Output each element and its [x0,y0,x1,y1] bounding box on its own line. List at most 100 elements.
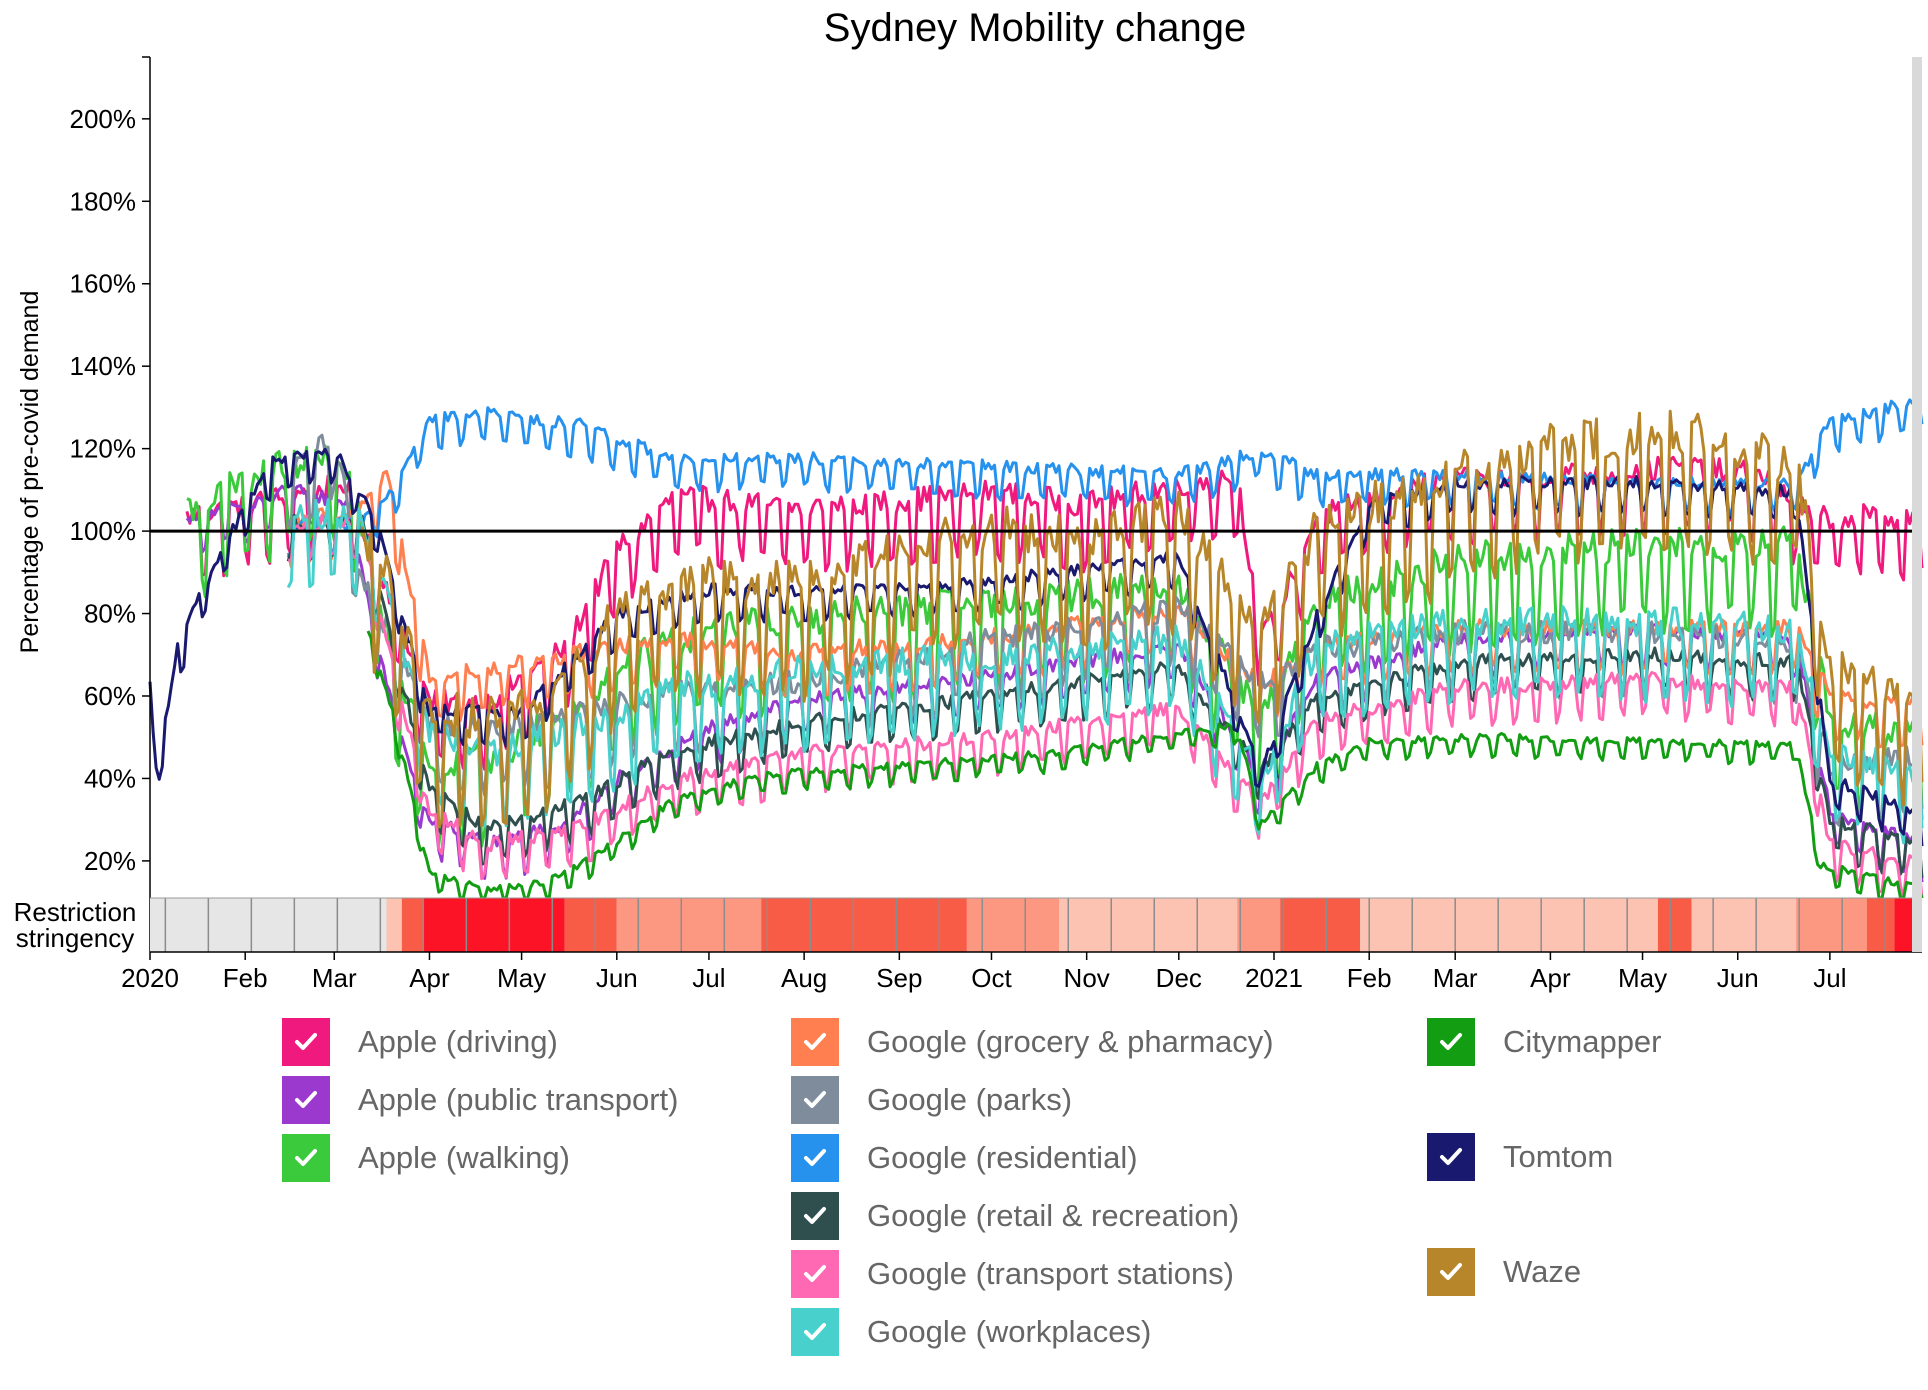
stringency-segment [1866,898,1895,952]
legend-checkbox[interactable] [791,1192,839,1240]
series-line-apple-walking [186,444,1924,848]
legend-checkbox[interactable] [282,1134,330,1182]
y-tick-label: 60% [84,681,136,711]
y-axis: 20% 40% 60% 80% 100% 120% 140% 160% 180% 200% [70,56,151,952]
stringency-segment [1059,898,1238,952]
y-tick-label: 120% [70,434,137,464]
legend-checkbox[interactable] [1427,1248,1475,1296]
legend-label: Google (workplaces) [867,1314,1152,1349]
y-tick-label: 180% [70,186,137,216]
y-tick-label: 20% [84,846,136,876]
x-tick-label: May [1618,963,1667,993]
legend-label: Google (parks) [867,1082,1073,1117]
x-tick-label: Jun [596,963,638,993]
x-tick-label: Mar [312,963,357,993]
check-icon [1440,1148,1462,1165]
legend-checkbox[interactable] [791,1018,839,1066]
legend-label: Google (residential) [867,1140,1138,1175]
check-icon [295,1091,317,1108]
check-icon [295,1149,317,1166]
legend-item-citymapper[interactable]: Citymapper [1427,1018,1662,1066]
stringency-segment [564,898,617,952]
restriction-stringency-band [150,897,1922,952]
y-tick-label: 40% [84,763,136,793]
x-axis: 2020 Feb Mar Apr May Jun Jul Aug Sep Oct Nov Dec 202… [121,951,1922,993]
legend-label: Apple (driving) [358,1024,558,1059]
y-tick-label: 140% [70,351,137,381]
legend-label: Apple (public transport) [358,1082,679,1117]
restriction-label-line1: Restriction [14,897,137,927]
legend-checkbox[interactable] [791,1308,839,1356]
check-icon [804,1033,826,1050]
legend-checkbox[interactable] [282,1076,330,1124]
stringency-segment [1691,898,1797,952]
range-scroll-handle[interactable] [1912,57,1922,952]
legend-checkbox[interactable] [1427,1133,1475,1181]
stringency-segment [1657,898,1692,952]
legend-label: Google (retail & recreation) [867,1198,1240,1233]
x-tick-label: Feb [1347,963,1392,993]
check-icon [804,1265,826,1282]
x-tick-label: Jul [1813,963,1846,993]
legend-checkbox[interactable] [282,1018,330,1066]
x-tick-label: Jun [1717,963,1759,993]
x-tick-label: 2021 [1245,963,1303,993]
y-tick-label: 80% [84,599,136,629]
legend-item-apple-walking[interactable]: Apple (walking) [282,1134,570,1182]
x-tick-label: 2020 [121,963,179,993]
stringency-segment [966,898,1060,952]
legend-item-google-grocery-pharmacy[interactable]: Google (grocery & pharmacy) [791,1018,1274,1066]
legend-checkbox[interactable] [1427,1018,1475,1066]
legend-item-google-workplaces[interactable]: Google (workplaces) [791,1308,1151,1356]
legend-label: Waze [1503,1254,1582,1289]
stringency-segment [1237,898,1281,952]
y-tick-label: 160% [70,269,137,299]
legend-item-google-retail-recreation[interactable]: Google (retail & recreation) [791,1192,1239,1240]
series-line-google-parks [286,433,1924,827]
series-line-citymapper [366,630,1924,900]
chart-title: Sydney Mobility change [824,6,1246,50]
x-tick-label: Oct [971,963,1012,993]
legend-label: Apple (walking) [358,1140,570,1175]
x-tick-label: Sep [876,963,922,993]
x-tick-label: Jul [692,963,725,993]
stringency-segment [1359,898,1658,952]
legend-item-apple-public-transport[interactable]: Apple (public transport) [282,1076,679,1124]
check-icon [1440,1033,1462,1050]
check-icon [1440,1263,1462,1280]
x-tick-label: Feb [223,963,268,993]
legend-label: Citymapper [1503,1024,1662,1059]
x-tick-label: Mar [1433,963,1478,993]
check-icon [295,1033,317,1050]
restriction-label-line2: stringency [16,923,135,953]
y-axis-title: Percentage of pre-covid demand [16,291,44,654]
legend-label: Google (transport stations) [867,1256,1235,1291]
legend-label: Google (grocery & pharmacy) [867,1024,1274,1059]
legend-checkbox[interactable] [791,1250,839,1298]
legend-item-tomtom[interactable]: Tomtom [1427,1133,1613,1181]
legend-checkbox[interactable] [791,1134,839,1182]
legend-item-google-transport-stations[interactable]: Google (transport stations) [791,1250,1234,1298]
stringency-segment [401,898,424,952]
x-tick-label: May [497,963,546,993]
stringency-segment [1796,898,1867,952]
series-line-google-workplaces [286,498,1924,845]
legend-item-waze[interactable]: Waze [1427,1248,1581,1296]
legend-item-apple-driving[interactable]: Apple (driving) [282,1018,558,1066]
stringency-segment [1280,898,1360,952]
y-tick-label: 100% [70,516,137,546]
legend-item-google-parks[interactable]: Google (parks) [791,1076,1072,1124]
check-icon [804,1149,826,1166]
series-line-apple-driving [185,455,1924,771]
stringency-segment [616,898,762,952]
stringency-segment [761,898,967,952]
x-tick-label: Aug [781,963,827,993]
series-line-waze [360,409,1924,829]
stringency-segment [423,898,565,952]
check-icon [804,1091,826,1108]
legend-checkbox[interactable] [791,1076,839,1124]
legend-item-google-residential[interactable]: Google (residential) [791,1134,1138,1182]
x-tick-label: Dec [1156,963,1202,993]
